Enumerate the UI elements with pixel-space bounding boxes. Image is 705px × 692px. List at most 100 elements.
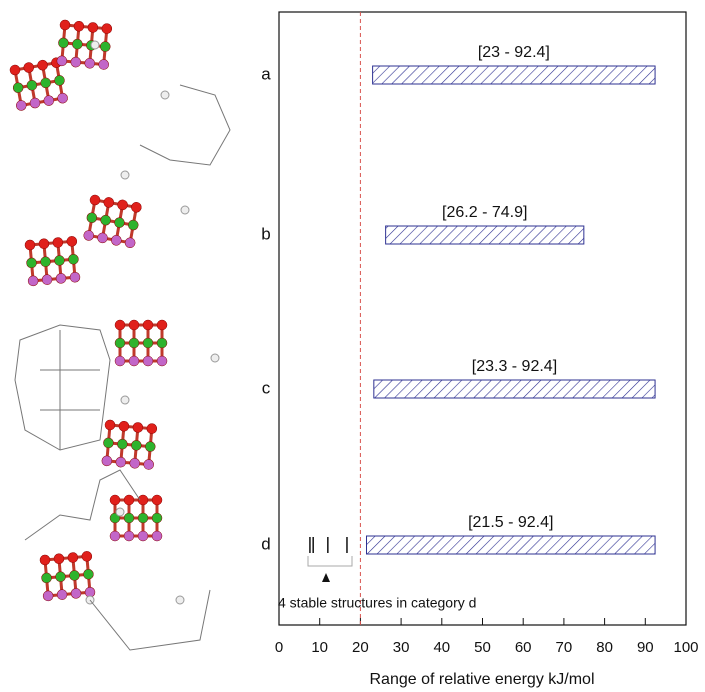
- category-label: a: [261, 64, 271, 83]
- atom: [54, 75, 66, 87]
- cage: [56, 20, 112, 70]
- atom: [55, 571, 66, 582]
- value-label: [23 - 92.4]: [478, 44, 550, 61]
- atom: [83, 230, 95, 242]
- atom: [26, 80, 38, 92]
- x-tick-label: 20: [352, 639, 369, 656]
- x-tick-label: 0: [275, 639, 283, 656]
- cage: [110, 495, 162, 541]
- value-label: [26.2 - 74.9]: [442, 204, 527, 221]
- atom: [110, 531, 120, 541]
- x-tick-label: 40: [433, 639, 450, 656]
- atom: [101, 23, 112, 34]
- atom: [29, 97, 41, 109]
- atom: [67, 552, 78, 563]
- x-tick-label: 80: [596, 639, 613, 656]
- category-label: d: [261, 534, 270, 553]
- atom: [129, 320, 139, 330]
- atom: [15, 100, 27, 112]
- atom: [157, 356, 167, 366]
- atom: [81, 551, 92, 562]
- atom: [117, 439, 128, 450]
- atom: [26, 258, 37, 269]
- hydrogen: [116, 508, 124, 516]
- atom: [152, 495, 162, 505]
- atom: [143, 320, 153, 330]
- atom: [70, 57, 81, 68]
- range-bar: [386, 226, 584, 244]
- x-tick-label: 50: [474, 639, 491, 656]
- atom: [23, 62, 35, 74]
- atom: [100, 41, 111, 52]
- atom: [124, 513, 134, 523]
- atom: [66, 236, 77, 247]
- atom: [115, 320, 125, 330]
- hydrogen: [121, 396, 129, 404]
- atom: [89, 194, 101, 206]
- atom: [114, 217, 126, 229]
- atom: [105, 420, 116, 431]
- cage: [83, 194, 142, 248]
- atom: [127, 219, 139, 231]
- range-bar: [374, 380, 655, 398]
- atom: [117, 199, 129, 211]
- range-bar: [373, 66, 655, 84]
- x-tick-label: 10: [311, 639, 328, 656]
- hydrogen: [211, 354, 219, 362]
- atom: [54, 255, 65, 266]
- atom: [129, 356, 139, 366]
- category-label: b: [261, 224, 270, 243]
- atom: [42, 274, 53, 285]
- x-tick-label: 90: [637, 639, 654, 656]
- atom: [56, 273, 67, 284]
- atom: [37, 59, 49, 71]
- atom: [41, 573, 52, 584]
- plot-frame: [279, 12, 686, 625]
- atom: [57, 92, 69, 104]
- atom: [152, 513, 162, 523]
- atom: [131, 440, 142, 451]
- atom: [97, 232, 109, 244]
- atom: [86, 212, 98, 224]
- atom: [71, 588, 82, 599]
- atom: [40, 77, 52, 89]
- atom: [115, 356, 125, 366]
- x-tick-label: 100: [673, 639, 698, 656]
- category-label: c: [262, 378, 271, 397]
- hydrogen: [161, 91, 169, 99]
- atom: [146, 423, 157, 434]
- atom: [100, 214, 112, 226]
- x-axis-title: Range of relative energy kJ/mol: [370, 671, 595, 688]
- atom: [110, 495, 120, 505]
- bracket: [308, 556, 352, 566]
- atom: [74, 21, 85, 32]
- atom: [43, 590, 54, 601]
- hydrogen: [91, 41, 99, 49]
- atom: [129, 338, 139, 348]
- atom: [83, 569, 94, 580]
- atom: [103, 438, 114, 449]
- atom: [124, 495, 134, 505]
- value-label: [23.3 - 92.4]: [472, 358, 557, 375]
- hydrogen: [176, 596, 184, 604]
- cage: [115, 320, 167, 366]
- atom: [143, 459, 154, 470]
- atom: [143, 356, 153, 366]
- atom: [115, 338, 125, 348]
- atom: [124, 237, 136, 249]
- x-tick-label: 70: [556, 639, 573, 656]
- atom: [132, 422, 143, 433]
- cage: [101, 420, 157, 470]
- atom: [98, 59, 109, 70]
- atom: [52, 237, 63, 248]
- annotation: 4 stable structures in category d: [278, 595, 476, 611]
- hydrogen: [181, 206, 189, 214]
- atom: [28, 275, 39, 286]
- atom: [40, 555, 51, 566]
- atom: [143, 338, 153, 348]
- structure-images: [9, 20, 230, 650]
- atom: [70, 272, 81, 283]
- cage: [25, 236, 81, 286]
- atom: [87, 22, 98, 33]
- atom: [115, 457, 126, 468]
